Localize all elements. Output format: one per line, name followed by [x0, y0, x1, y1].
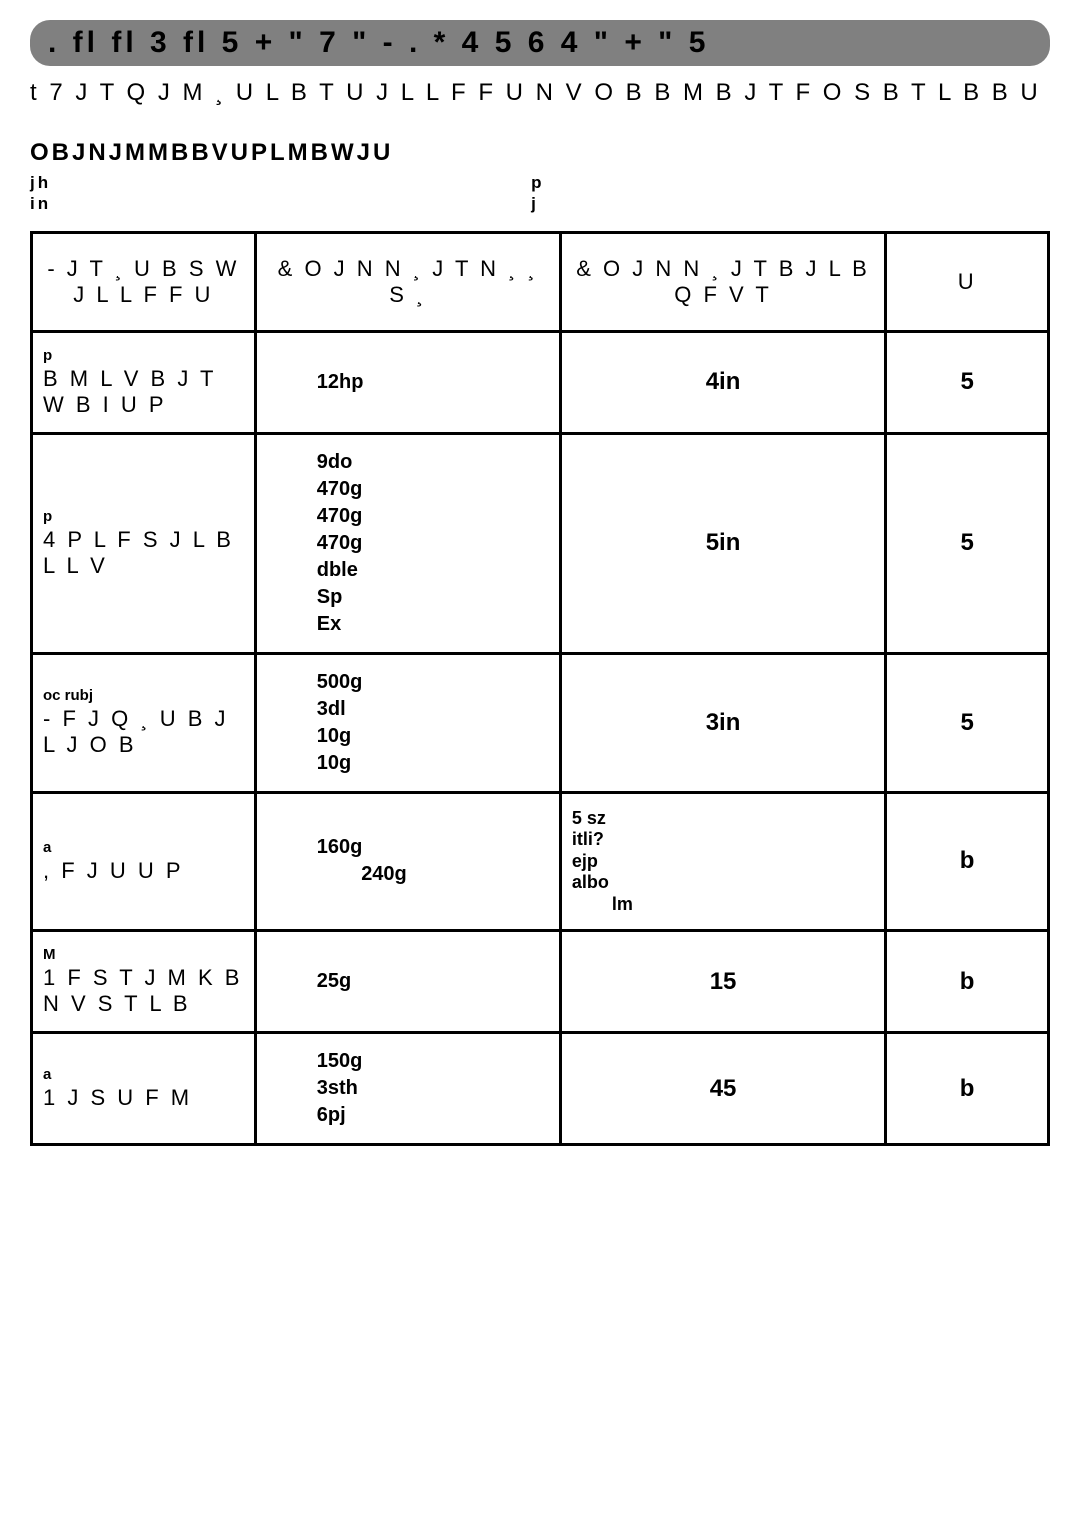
raw-line: 10g — [317, 723, 549, 750]
raw-cell: 12hp — [255, 331, 560, 433]
valm-line: albo — [572, 872, 874, 894]
raw-line: dble — [317, 557, 549, 584]
dish-sub: oc rubj — [43, 687, 244, 704]
valm-value: 4in — [572, 368, 874, 396]
units-cell: b — [886, 792, 1049, 931]
col-header-1: - J T ¸ U B S W J L L F F U — [32, 232, 256, 331]
valm-value: 5in — [572, 529, 874, 557]
dish-cell: oc rubj - F J Q ¸ U B J L J O B — [32, 653, 256, 792]
table-row: M 1 F S T J M K B N V S T L B 25g 15 b — [32, 931, 1049, 1033]
valm-value: 3in — [572, 709, 874, 737]
dish-cell: p B M L V B J T W B I U P — [32, 331, 256, 433]
valm-cell: 15 — [560, 931, 885, 1033]
intro-left-col: jh in — [30, 172, 51, 215]
intro-right-col: p j — [531, 172, 544, 215]
intro-left-1: in — [30, 193, 51, 214]
table-row: p B M L V B J T W B I U P 12hp 4in 5 — [32, 331, 1049, 433]
raw-line: 25g — [317, 968, 549, 995]
raw-cell: 9do470g470g470gdbleSpEx — [255, 433, 560, 653]
intro-right-1: j — [531, 193, 544, 214]
valm-line: 5 sz — [572, 808, 874, 830]
raw-list: 12hp — [267, 369, 549, 396]
raw-line: 6pj — [317, 1102, 549, 1129]
valm-line: itli? — [572, 829, 874, 851]
units-cell: 5 — [886, 433, 1049, 653]
dish-sub: M — [43, 946, 244, 963]
valm-line: lm — [572, 894, 874, 916]
raw-cell: 500g3dl10g10g — [255, 653, 560, 792]
dish-name: B M L V B J T W B I U P — [43, 366, 216, 417]
units-cell: b — [886, 931, 1049, 1033]
intro-main: t 7 J T Q J M ¸ U L B T U J L L F F U N … — [30, 78, 1041, 108]
dish-name: 4 P L F S J L B L L V — [43, 527, 234, 578]
units-cell: b — [886, 1033, 1049, 1145]
table-row: a 1 J S U F M 150g3sth6pj 45 b — [32, 1033, 1049, 1145]
valm-cell: 4in — [560, 331, 885, 433]
page-title: . fl fl 3 fl 5 + " 7 " - . * 4 5 6 4 " +… — [30, 20, 1050, 66]
raw-line: 3dl — [317, 696, 549, 723]
col-header-4: U — [886, 232, 1049, 331]
raw-line: 10g — [317, 750, 549, 777]
intro-bold: OBJNJMMBBVUPLMBWJU — [30, 138, 393, 168]
dish-sub: a — [43, 1066, 244, 1083]
raw-line: 150g — [317, 1048, 549, 1075]
raw-list: 9do470g470g470gdbleSpEx — [267, 449, 549, 638]
raw-cell: 25g — [255, 931, 560, 1033]
raw-line: 12hp — [317, 369, 549, 396]
raw-line: Ex — [317, 611, 549, 638]
recipe-table: - J T ¸ U B S W J L L F F U & O J N N ¸ … — [30, 231, 1050, 1147]
valm-value: 15 — [572, 968, 874, 996]
dish-name: 1 J S U F M — [43, 1085, 192, 1110]
raw-line: 470g — [317, 503, 549, 530]
raw-cell: 160g 240g — [255, 792, 560, 931]
raw-list: 150g3sth6pj — [267, 1048, 549, 1129]
valm-cell: 5 szitli?ejpalbo lm — [560, 792, 885, 931]
col-header-2: & O J N N ¸ J T N ¸ ¸ S ¸ — [255, 232, 560, 331]
dish-name: - F J Q ¸ U B J L J O B — [43, 706, 229, 757]
dish-sub: p — [43, 347, 244, 364]
valm-value: 45 — [572, 1075, 874, 1103]
intro-right-0: p — [531, 172, 544, 193]
raw-list: 500g3dl10g10g — [267, 669, 549, 777]
raw-line: 3sth — [317, 1075, 549, 1102]
intro-left-0: jh — [30, 172, 51, 193]
raw-line: 240g — [317, 861, 549, 888]
valm-line: ejp — [572, 851, 874, 873]
raw-line: 160g — [317, 834, 549, 861]
table-header-row: - J T ¸ U B S W J L L F F U & O J N N ¸ … — [32, 232, 1049, 331]
dish-name: , F J U U P — [43, 858, 184, 883]
col-header-3: & O J N N ¸ J T B J L B Q F V T — [560, 232, 885, 331]
raw-line: 500g — [317, 669, 549, 696]
raw-line: 9do — [317, 449, 549, 476]
dish-cell: a 1 J S U F M — [32, 1033, 256, 1145]
units-cell: 5 — [886, 331, 1049, 433]
raw-line: 470g — [317, 530, 549, 557]
raw-list: 25g — [267, 968, 549, 995]
dish-sub: a — [43, 839, 244, 856]
valm-cell: 5in — [560, 433, 885, 653]
raw-cell: 150g3sth6pj — [255, 1033, 560, 1145]
dish-sub: p — [43, 508, 244, 525]
table-row: oc rubj- F J Q ¸ U B J L J O B500g3dl10g… — [32, 653, 1049, 792]
valm-cell: 3in — [560, 653, 885, 792]
units-cell: 5 — [886, 653, 1049, 792]
valm-cell: 45 — [560, 1033, 885, 1145]
raw-line: Sp — [317, 584, 549, 611]
intro-block: t 7 J T Q J M ¸ U L B T U J L L F F U N … — [30, 78, 1050, 215]
table-row: a , F J U U P 160g 240g 5 szitli?ejpalbo lm… — [32, 792, 1049, 931]
dish-cell: M 1 F S T J M K B N V S T L B — [32, 931, 256, 1033]
raw-list: 160g 240g — [267, 834, 549, 888]
raw-line: 470g — [317, 476, 549, 503]
dish-cell: a , F J U U P — [32, 792, 256, 931]
dish-cell: p 4 P L F S J L B L L V — [32, 433, 256, 653]
dish-name: 1 F S T J M K B N V S T L B — [43, 965, 242, 1016]
valm-lines: 5 szitli?ejpalbo lm — [572, 808, 874, 916]
table-row: p4 P L F S J L B L L V9do470g470g470gdbl… — [32, 433, 1049, 653]
